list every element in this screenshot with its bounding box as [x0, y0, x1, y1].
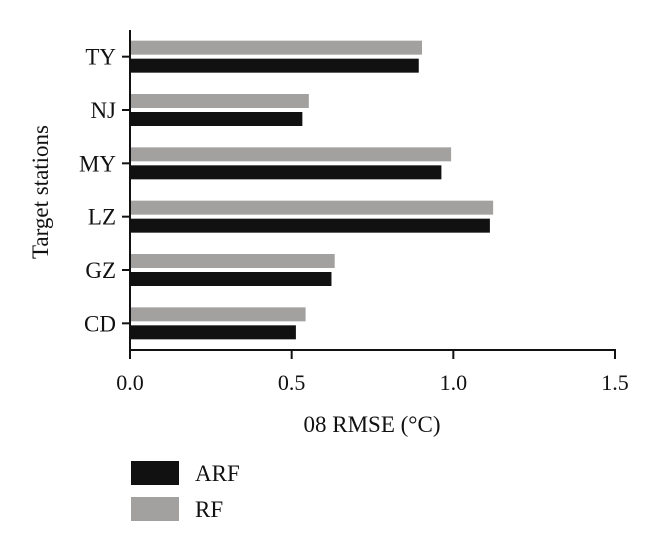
bar-arf-my [131, 165, 442, 180]
x-tick-label: 0.0 [116, 370, 144, 395]
bar-arf-ty [131, 58, 419, 73]
legend: ARF RF [131, 461, 240, 522]
y-tick-label: CD [84, 311, 116, 336]
bar-arf-nj [131, 112, 303, 126]
legend-swatch-arf [131, 461, 179, 485]
y-tick-label: NJ [90, 98, 116, 123]
legend-label-arf: ARF [195, 461, 240, 486]
bar-rf-nj [131, 94, 309, 108]
bars-layer [131, 40, 494, 340]
bar-rf-gz [131, 254, 335, 268]
y-tick-label: GZ [85, 258, 116, 283]
bar-rf-my [131, 147, 452, 162]
legend-swatch-rf [131, 497, 179, 521]
bar-arf-lz [131, 218, 490, 233]
bar-arf-cd [131, 325, 296, 340]
y-tick-label: TY [85, 45, 116, 70]
x-ticks: 0.0 0.5 1.0 1.5 [116, 350, 629, 395]
y-tick-label: MY [79, 151, 116, 176]
y-axis-title: Target stations [28, 125, 53, 259]
bar-arf-gz [131, 272, 332, 286]
bar-rf-lz [131, 200, 494, 215]
legend-label-rf: RF [195, 497, 223, 522]
x-axis-title: 08 RMSE (°C) [304, 412, 441, 437]
bar-rf-ty [131, 40, 422, 55]
x-tick-label: 1.0 [440, 370, 468, 395]
x-tick-label: 0.5 [278, 370, 306, 395]
y-tick-label: LZ [88, 205, 116, 230]
y-ticks: TY NJ MY LZ GZ CD [79, 45, 130, 336]
bar-rf-cd [131, 307, 306, 322]
x-tick-label: 1.5 [601, 370, 629, 395]
